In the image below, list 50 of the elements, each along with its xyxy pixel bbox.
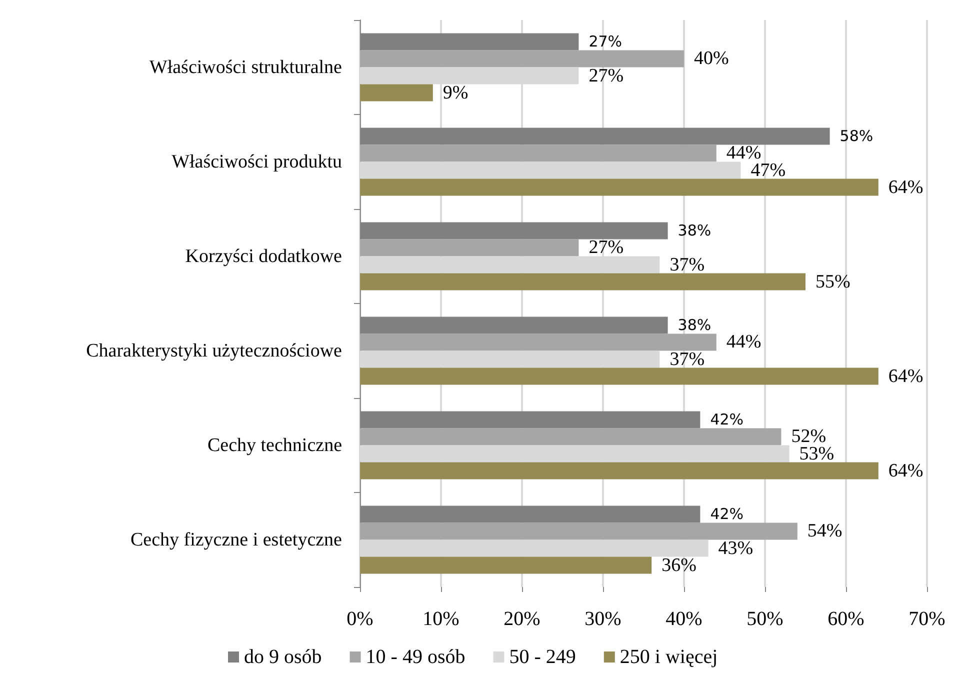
bar xyxy=(360,462,878,480)
legend-label: do 9 osób xyxy=(244,646,322,668)
x-tick-label: 0% xyxy=(346,608,374,630)
data-label: 43% xyxy=(718,538,754,559)
bar xyxy=(360,178,878,196)
data-label: 40% xyxy=(694,48,729,70)
data-label: 38% xyxy=(678,222,712,240)
x-tick-label: 20% xyxy=(504,608,540,630)
bar xyxy=(360,239,579,256)
bar xyxy=(360,50,684,68)
data-label: 37% xyxy=(670,348,705,370)
data-label: 37% xyxy=(670,254,705,276)
legend-label: 50 - 249 xyxy=(509,646,576,668)
legend-label: 250 i więcej xyxy=(620,646,718,668)
x-tick-label: 60% xyxy=(828,608,864,630)
data-label: 27% xyxy=(588,65,624,86)
data-label: 42% xyxy=(710,505,744,524)
bar xyxy=(360,522,798,540)
x-tick-label: 70% xyxy=(908,608,946,630)
bar xyxy=(360,428,782,446)
y-tick-label: Właściwości produktu xyxy=(172,151,342,172)
data-label: 38% xyxy=(678,316,712,334)
data-label: 55% xyxy=(816,271,850,292)
y-tick-label: Właściwości strukturalne xyxy=(149,56,342,78)
y-tick-label: Cechy fizyczne i estetyczne xyxy=(130,529,342,550)
bar xyxy=(360,368,878,385)
y-tick-label: Cechy techniczne xyxy=(207,434,342,456)
data-label: 42% xyxy=(710,410,744,429)
data-label: 64% xyxy=(888,366,924,387)
data-label: 58% xyxy=(840,127,874,146)
x-tick-label: 10% xyxy=(422,608,460,630)
bar xyxy=(360,556,652,574)
bar xyxy=(360,84,433,102)
y-tick-label: Charakterystyki użytecznościowe xyxy=(86,340,342,362)
y-tick-label: Korzyści dodatkowe xyxy=(185,246,342,267)
data-label: 27% xyxy=(588,32,622,51)
data-label: 64% xyxy=(888,460,924,482)
bar xyxy=(360,334,716,351)
data-label: 44% xyxy=(726,332,762,353)
data-label: 64% xyxy=(888,176,924,198)
bar xyxy=(360,144,716,162)
data-label: 9% xyxy=(442,82,468,104)
x-tick-label: 30% xyxy=(584,608,622,630)
bar xyxy=(360,273,806,290)
legend-label: 10 - 49 osób xyxy=(366,646,466,668)
data-label: 27% xyxy=(588,237,624,258)
data-label: 36% xyxy=(662,554,697,576)
data-label: 54% xyxy=(807,520,842,542)
x-tick-label: 40% xyxy=(666,608,702,630)
x-tick-label: 50% xyxy=(746,608,784,630)
